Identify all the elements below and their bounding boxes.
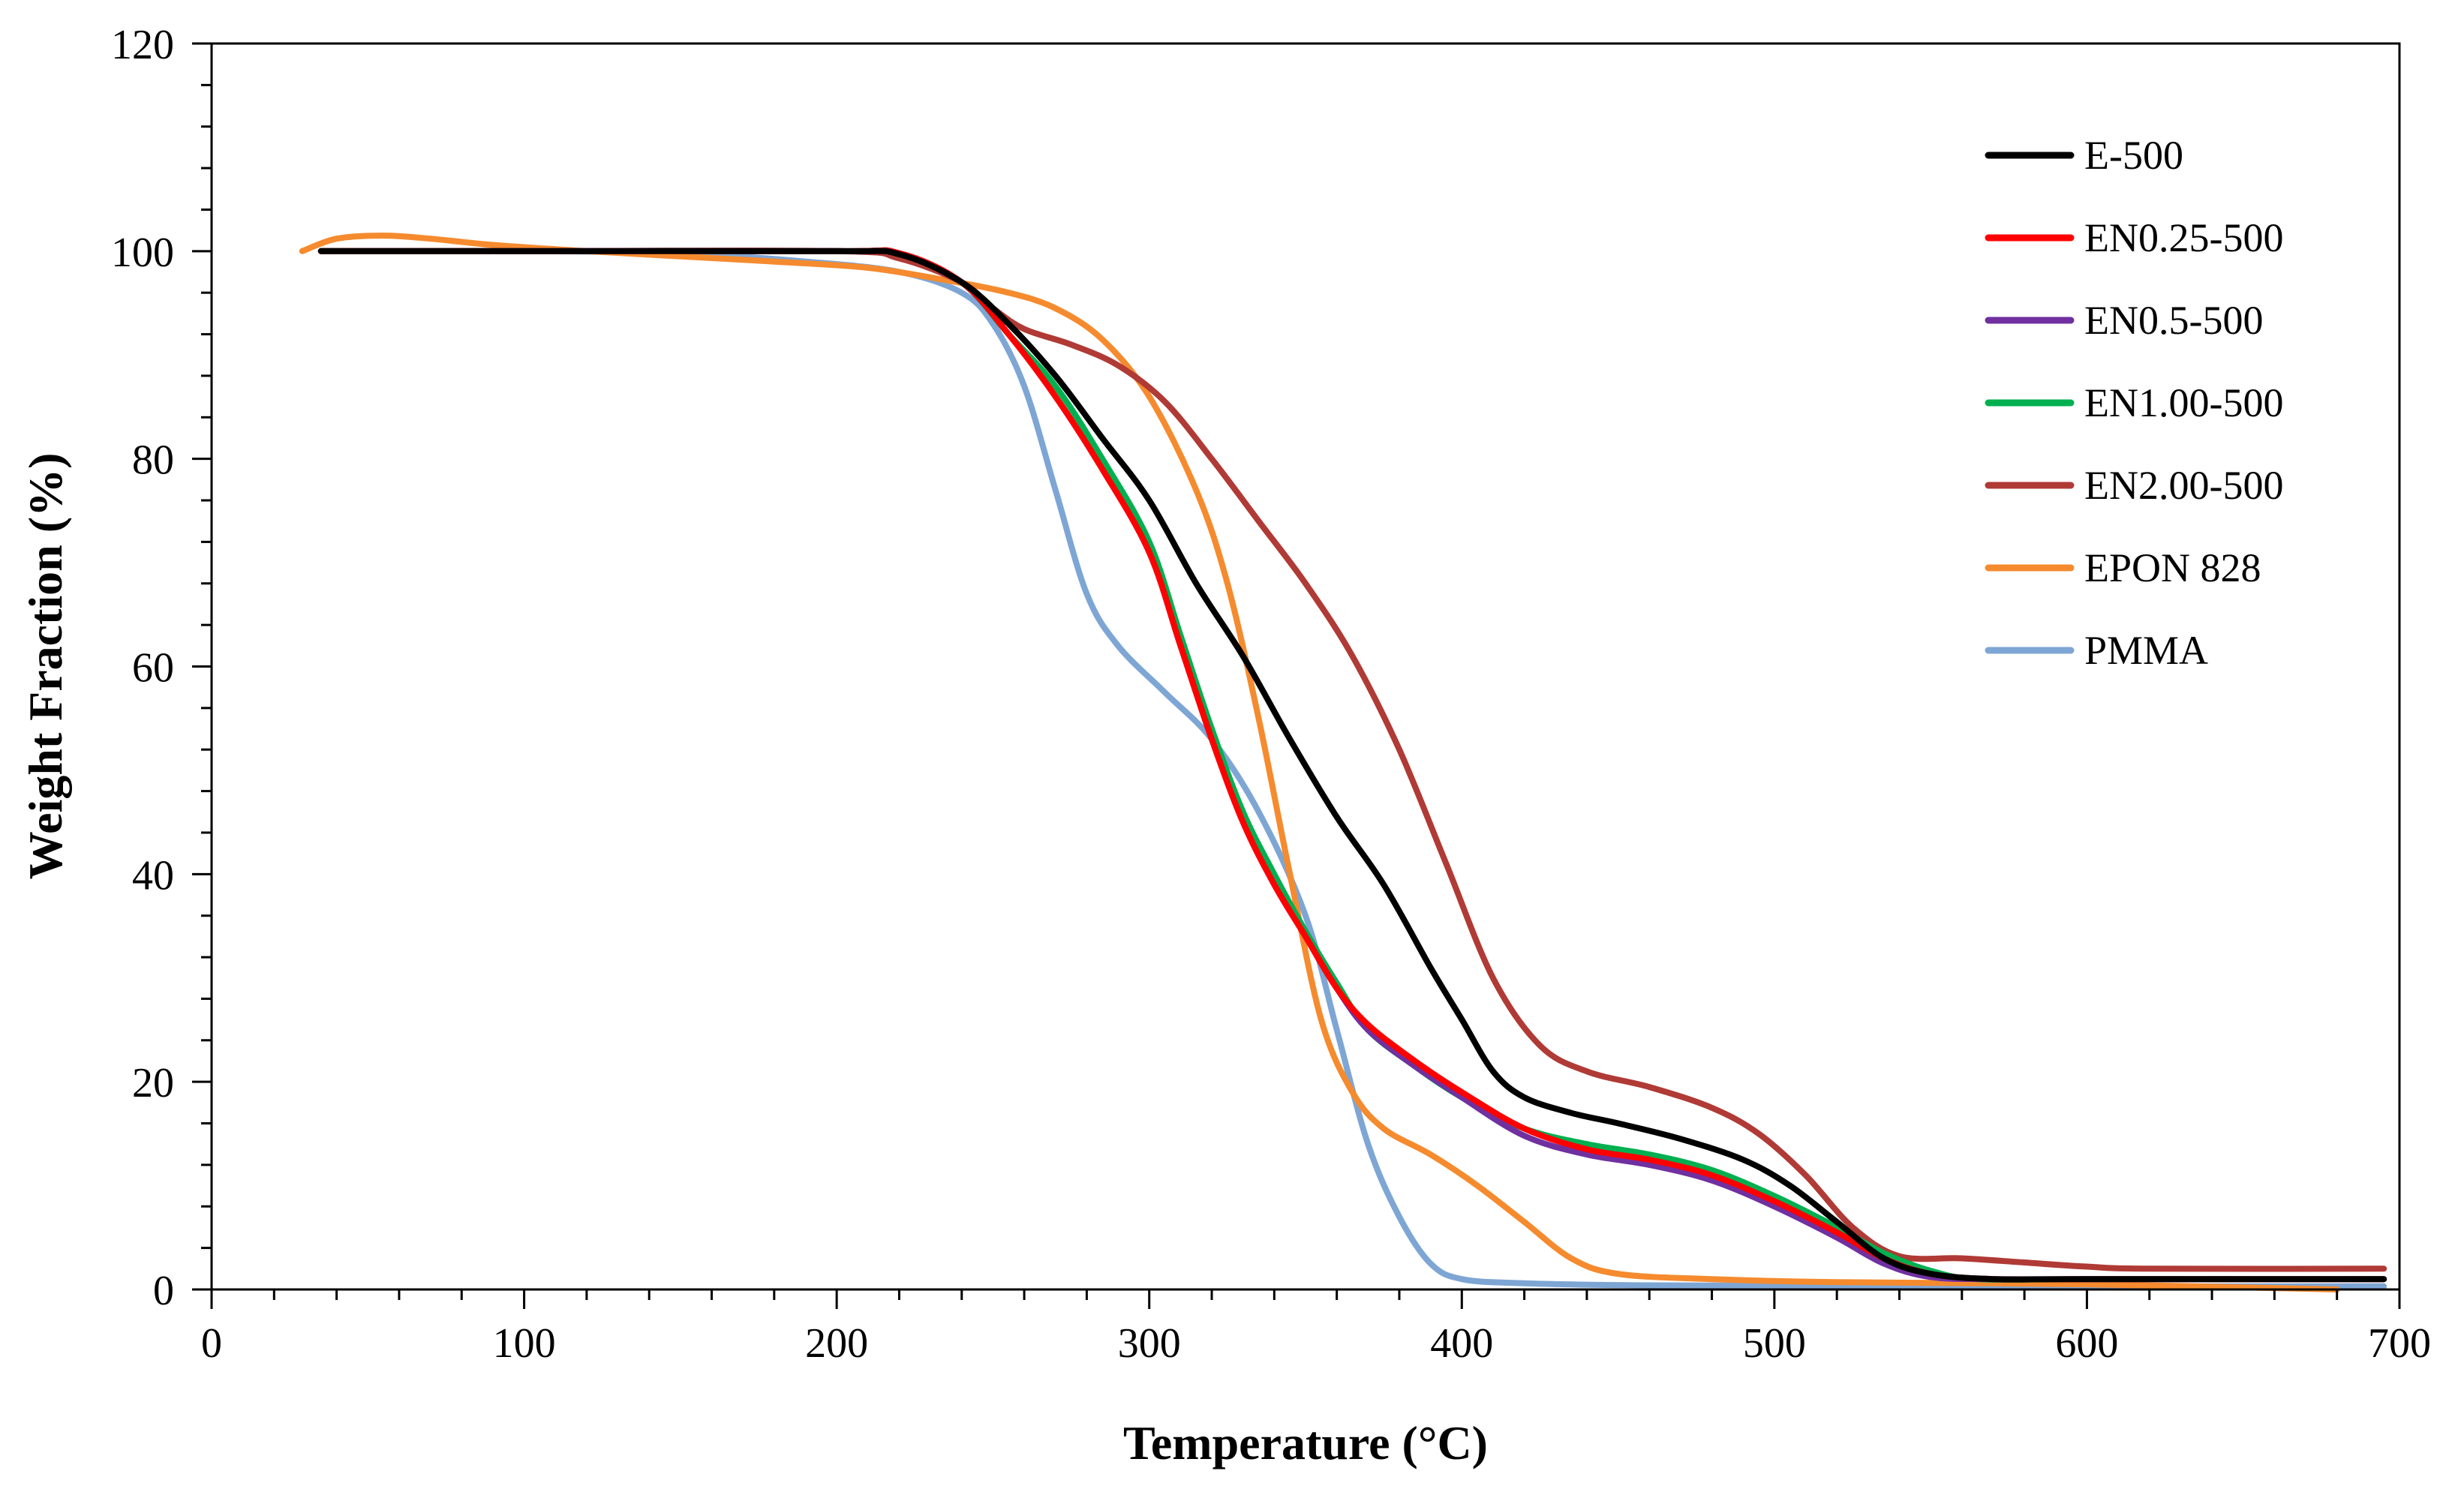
legend-label-en2-00-500: EN2.00-500 [2084,463,2283,508]
legend-label-e-500: E-500 [2084,133,2183,178]
legend-label-en0-25-500: EN0.25-500 [2084,215,2283,260]
y-tick-label: 100 [111,230,174,276]
x-tick-label: 500 [1743,1320,1806,1367]
series-layer [299,233,2387,1292]
legend-label-epon-828: EPON 828 [2084,545,2261,590]
y-tick-label: 0 [153,1268,174,1314]
legend-label-en1-00-500: EN1.00-500 [2084,380,2283,425]
x-tick-label: 600 [2055,1320,2118,1367]
y-tick-label: 20 [132,1060,174,1106]
x-tick-label: 300 [1118,1320,1181,1367]
x-tick-label: 0 [201,1320,222,1367]
y-tick-label: 120 [111,22,174,68]
y-tick-label: 80 [132,437,174,484]
series-line-e-500 [317,248,2387,1283]
x-tick-label: 700 [2368,1320,2431,1367]
x-tick-label: 200 [805,1320,868,1367]
y-axis-title: Weight Fraction (%) [19,453,72,880]
x-axis-title: Temperature (°C) [1123,1416,1488,1469]
legend-label-en0-5-500: EN0.5-500 [2084,298,2263,343]
axes-layer: 0 100 200 300 400 500 600 700 0 20 40 60 80 100 120 [111,22,2431,1367]
legend-label-pmma: PMMA [2084,628,2208,673]
x-tick-label: 100 [493,1320,556,1367]
x-tick-label: 400 [1430,1320,1493,1367]
y-tick-label: 60 [132,645,174,692]
legend: E-500 EN0.25-500 EN0.5-500 EN1.00-500 EN2.00… [1985,133,2283,673]
y-tick-label: 40 [132,852,174,899]
series-line-epon-828 [299,233,2340,1292]
